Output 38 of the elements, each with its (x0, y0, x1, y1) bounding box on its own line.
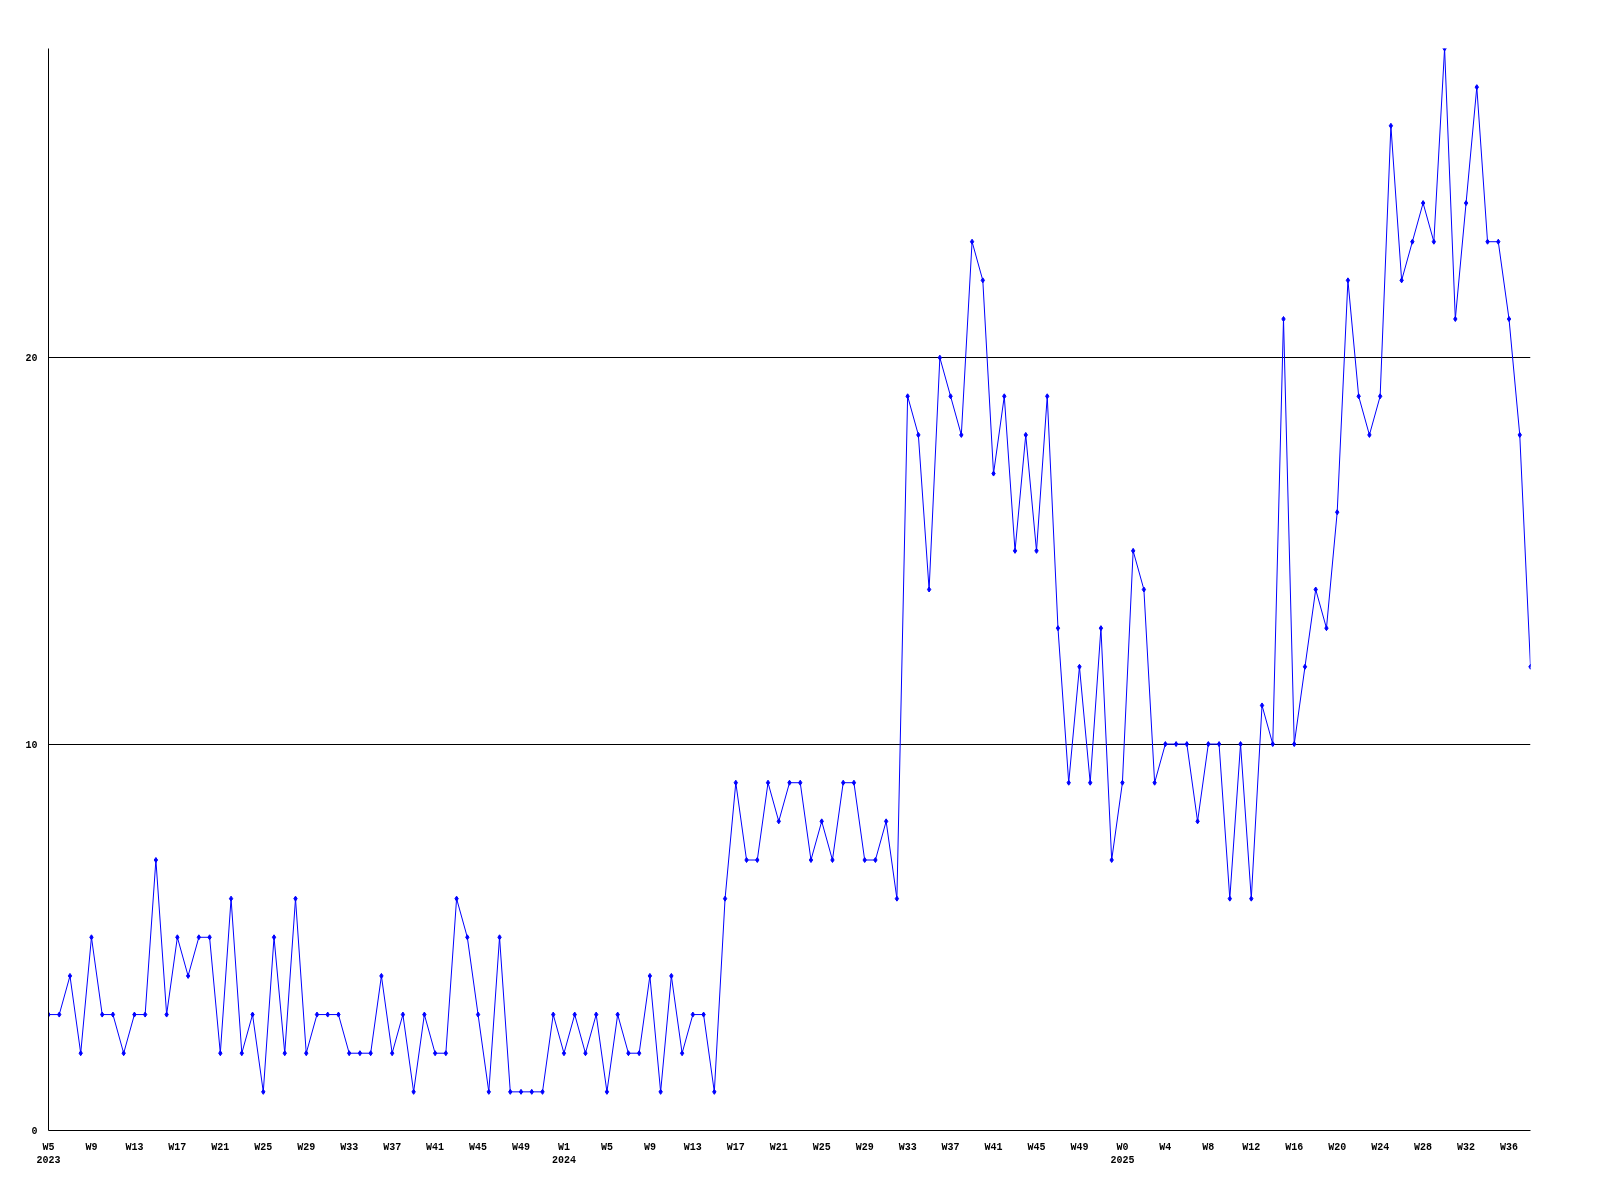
x-tick-label: W41 (984, 1141, 1003, 1153)
x-tick-label: W29 (855, 1141, 874, 1153)
x-tick-label: W5 2023 (36, 1141, 61, 1166)
x-tick-label: W21 (769, 1141, 788, 1153)
x-tick-label: W49 (512, 1141, 531, 1153)
x-tick-label: W49 (1070, 1141, 1089, 1153)
x-tick-label: W1 2024 (551, 1141, 576, 1166)
x-tick-label: W5 (600, 1141, 613, 1153)
x-tick-label: W29 (297, 1141, 316, 1153)
x-tick-label: W0 2025 (1110, 1141, 1135, 1166)
x-tick-label: W4 (1159, 1141, 1172, 1153)
x-tick-label: W28 (1414, 1141, 1433, 1153)
x-tick-label: W21 (211, 1141, 230, 1153)
x-tick-label: W24 (1371, 1141, 1390, 1153)
x-tick-label: W37 (383, 1141, 402, 1153)
x-tick-label: W12 (1242, 1141, 1261, 1153)
x-tick-label: W37 (941, 1141, 960, 1153)
x-tick-label: W17 (168, 1141, 187, 1153)
x-tick-label: W17 (726, 1141, 745, 1153)
x-tick-label: W25 (812, 1141, 831, 1153)
x-tick-label: W33 (340, 1141, 359, 1153)
x-tick-label: W9 (85, 1141, 98, 1153)
x-tick-label: W20 (1328, 1141, 1347, 1153)
x-tick-label: W16 (1285, 1141, 1304, 1153)
y-tick-label: 0 (31, 1126, 38, 1137)
x-tick-label: W33 (898, 1141, 917, 1153)
x-tick-label: W36 (1500, 1141, 1519, 1153)
x-tick-label: W41 (426, 1141, 445, 1153)
x-tick-label: W9 (643, 1141, 656, 1153)
x-tick-label: W13 (683, 1141, 702, 1153)
x-tick-label: W45 (469, 1141, 488, 1153)
y-tick-label: 20 (25, 353, 38, 365)
x-tick-label: W25 (254, 1141, 273, 1153)
x-tick-label: W32 (1457, 1141, 1476, 1153)
y-tick-label: 10 (25, 739, 38, 751)
x-tick-label: W13 (125, 1141, 144, 1153)
x-tick-label: W8 (1202, 1141, 1215, 1153)
x-tick-label: W45 (1027, 1141, 1046, 1153)
